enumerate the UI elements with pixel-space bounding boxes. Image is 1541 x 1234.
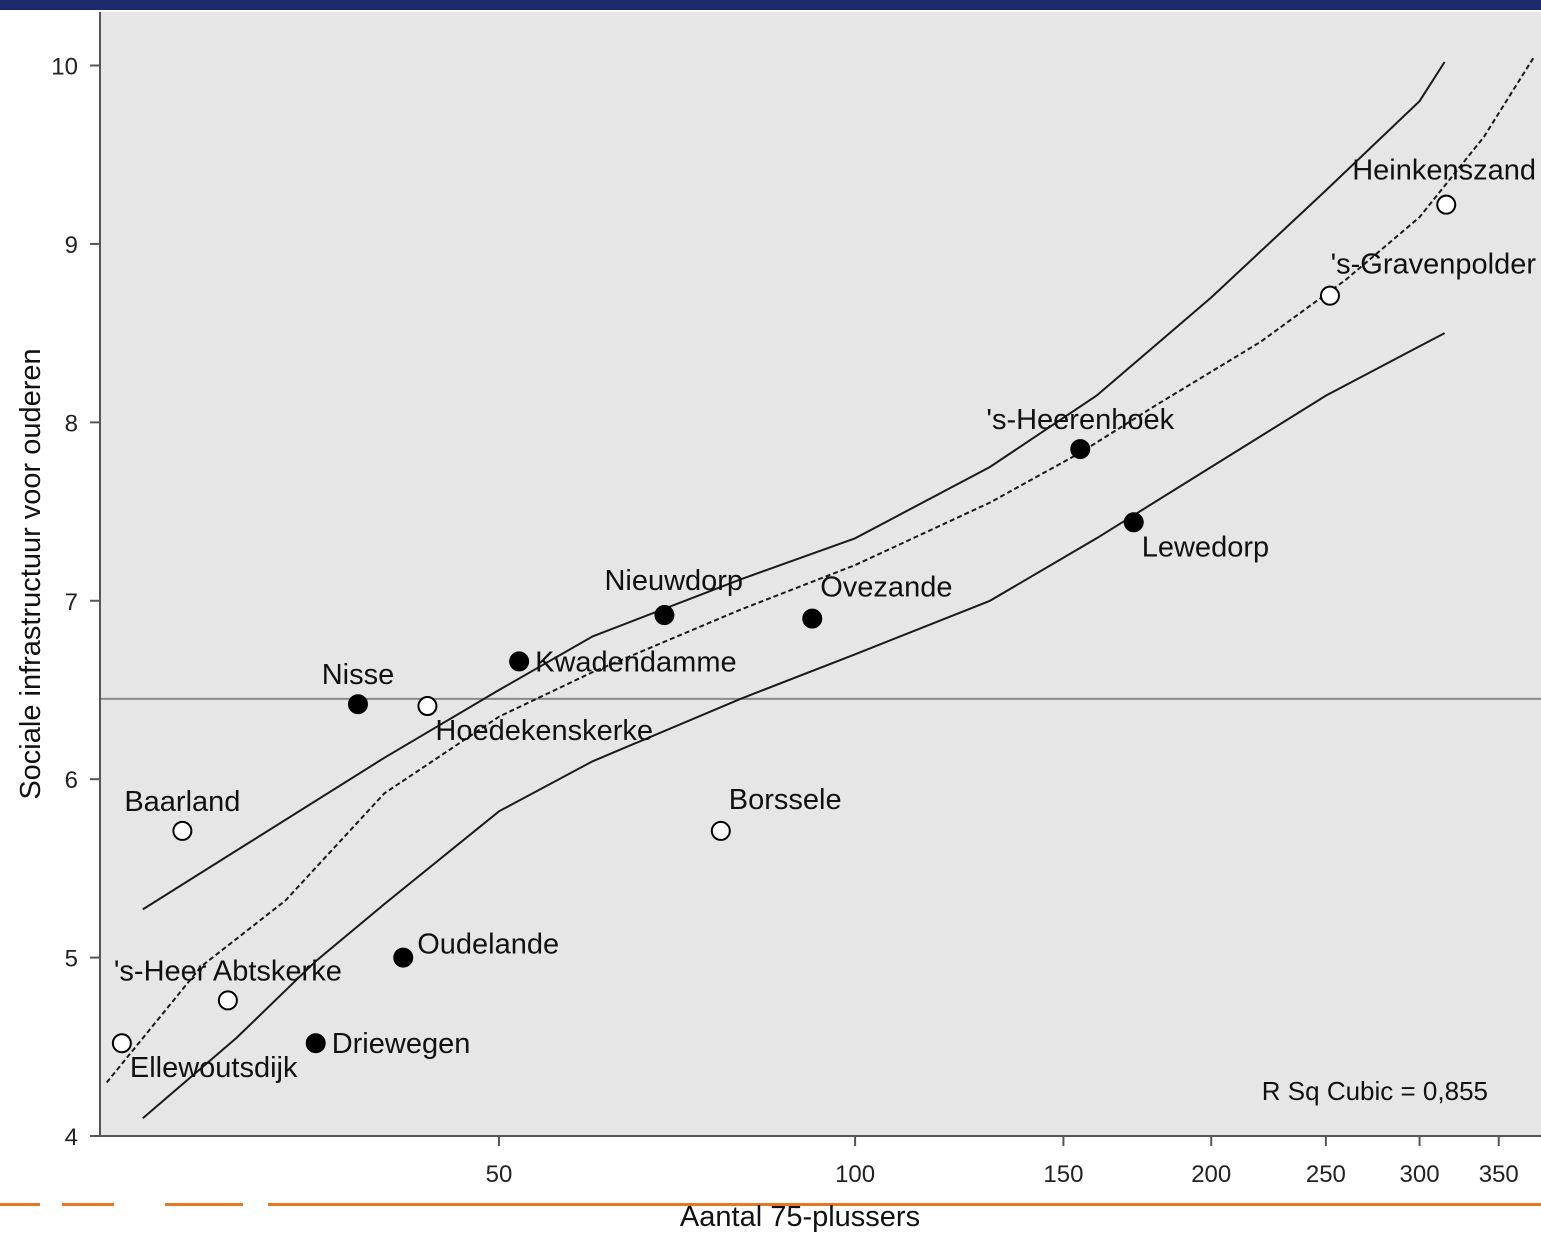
x-tick-label: 250 <box>1306 1161 1346 1188</box>
point-label: Nisse <box>322 659 395 691</box>
point-label: Nieuwdorp <box>604 565 743 597</box>
y-axis-title: Sociale infrastructuur voor ouderen <box>15 348 47 799</box>
x-ticks: 50 100 150 200 250 300 350 <box>486 1136 1519 1188</box>
point-label: Borssele <box>729 784 842 816</box>
bottom-accent-lines <box>0 1203 1541 1207</box>
y-ticks: 4 5 6 7 8 9 10 <box>51 54 100 1151</box>
data-point <box>217 990 238 1011</box>
data-point <box>802 608 823 629</box>
point-label: Baarland <box>124 786 240 818</box>
point-label: Heinkenszand <box>1352 155 1536 187</box>
data-point <box>1123 512 1144 533</box>
confidence-curve-2 <box>142 332 1446 1119</box>
y-tick-label: 7 <box>65 589 78 616</box>
data-point <box>172 820 193 841</box>
data-point <box>393 947 414 968</box>
point-label: 's-Heer Abtskerke <box>114 955 342 987</box>
point-label: 's-Heerenhoek <box>986 404 1174 436</box>
data-point <box>1070 439 1091 460</box>
point-labels: Heinkenszand 's-Gravenpolder 's-Heerenhoek… <box>114 155 1536 1085</box>
y-tick-label: 4 <box>65 1124 78 1151</box>
point-label: Lewedorp <box>1142 531 1269 563</box>
data-point <box>710 820 731 841</box>
point-label: Ovezande <box>820 572 952 604</box>
accent-line-main <box>268 1203 1541 1206</box>
y-tick-label: 6 <box>65 767 78 794</box>
point-label: Kwadendamme <box>535 646 737 678</box>
data-point <box>417 696 438 717</box>
accent-dash-3 <box>165 1203 243 1206</box>
confidence-curve-1 <box>142 61 1446 911</box>
top-banner-bar <box>0 0 1541 10</box>
data-point <box>1319 285 1340 306</box>
accent-dash-1 <box>0 1203 40 1206</box>
x-tick-label: 150 <box>1043 1161 1083 1188</box>
x-tick-label: 200 <box>1191 1161 1231 1188</box>
fit-curves <box>105 56 1536 1119</box>
y-tick-label: 10 <box>51 54 78 81</box>
fit-curve-center <box>105 56 1536 1084</box>
x-tick-label: 100 <box>835 1161 875 1188</box>
point-label: Driewegen <box>332 1028 471 1060</box>
data-point <box>654 605 675 626</box>
point-label: Oudelande <box>417 929 559 961</box>
x-tick-label: 300 <box>1400 1161 1440 1188</box>
y-tick-label: 5 <box>65 946 78 973</box>
data-points <box>111 194 1457 1054</box>
r-squared-annotation: R Sq Cubic = 0,855 <box>1262 1076 1488 1106</box>
point-label: 's-Gravenpolder <box>1331 249 1537 281</box>
axes <box>99 12 1541 1137</box>
data-point <box>509 651 530 672</box>
data-point <box>111 1033 132 1054</box>
x-tick-label: 50 <box>486 1161 513 1188</box>
y-tick-label: 9 <box>65 232 78 259</box>
data-point <box>305 1033 326 1054</box>
data-point <box>347 694 368 715</box>
plot-area <box>100 12 1541 1136</box>
x-axis-title: Aantal 75-plussers <box>680 1201 920 1233</box>
x-tick-label: 350 <box>1479 1161 1519 1188</box>
point-label: Hoedekenskerke <box>435 715 653 747</box>
data-point <box>1436 194 1457 215</box>
accent-dash-2 <box>62 1203 114 1206</box>
point-label: Ellewoutsdijk <box>130 1052 298 1084</box>
y-tick-label: 8 <box>65 410 78 437</box>
